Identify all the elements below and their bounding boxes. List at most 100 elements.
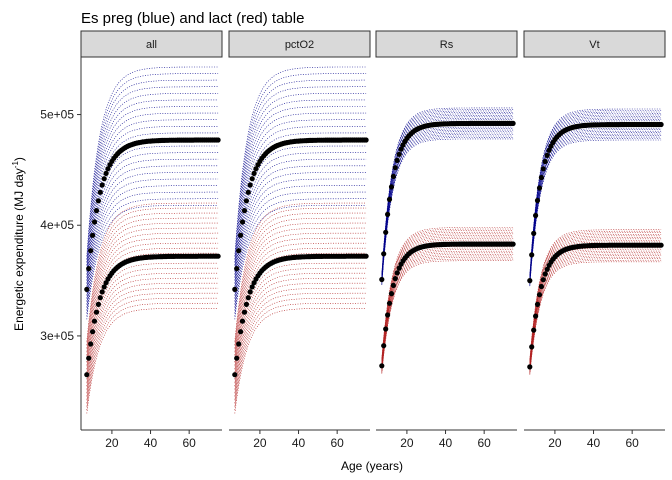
band-line-lact — [86, 222, 219, 356]
band-line-lact — [529, 256, 662, 373]
band-line-preg — [86, 172, 219, 305]
band-line-preg — [86, 132, 219, 287]
data-point-preg — [105, 166, 111, 172]
facet-strip — [375, 30, 518, 58]
band-line-preg — [86, 79, 219, 263]
data-point-lact — [529, 344, 535, 350]
band-line-lact — [381, 257, 514, 373]
y-tick-label: 3e+05 — [40, 329, 74, 343]
data-point-lact — [392, 276, 398, 282]
data-point-preg — [538, 174, 545, 181]
data-point-preg — [84, 286, 90, 292]
chart-title: Es preg (blue) and lact (red) table — [81, 10, 304, 27]
band-line-preg — [381, 112, 514, 276]
data-point-lact — [91, 318, 98, 324]
data-point-lact — [385, 312, 391, 318]
band-line-preg — [381, 107, 514, 274]
band-line-lact — [381, 228, 514, 359]
data-point-preg — [253, 166, 259, 172]
band-line-lact — [234, 227, 367, 359]
band-line-lact — [86, 212, 219, 349]
data-point-lact — [215, 253, 221, 259]
data-point-lact — [239, 318, 246, 324]
band-line-lact — [234, 217, 367, 352]
data-point-lact — [97, 295, 103, 301]
data-point-preg — [544, 152, 550, 158]
data-points — [527, 121, 664, 370]
band-line-preg — [529, 135, 662, 285]
band-line-preg — [86, 139, 219, 290]
band-line-lact — [529, 261, 662, 375]
data-point-preg — [86, 266, 92, 272]
data-point-lact — [388, 291, 395, 297]
data-point-lact — [390, 282, 396, 288]
band-line-preg — [234, 165, 367, 302]
data-point-lact — [241, 309, 248, 315]
data-point-preg — [385, 211, 391, 217]
band-line-preg — [381, 110, 514, 276]
data-point-preg — [533, 212, 539, 219]
data-point-lact — [243, 301, 249, 307]
band-line-preg — [381, 132, 514, 283]
data-point-lact — [363, 253, 369, 259]
band-line-preg — [86, 106, 219, 275]
facet-strip-label: Rs — [440, 39, 454, 51]
band-line-lact — [381, 239, 514, 365]
band-line-preg — [529, 110, 662, 276]
band-line-lact — [529, 250, 662, 370]
band-line-lact — [86, 292, 219, 404]
band-line-lact — [234, 207, 367, 345]
band-line-lact — [86, 287, 219, 400]
band-line-lact — [86, 297, 219, 407]
band-line-preg — [234, 93, 367, 269]
band-line-preg — [86, 93, 219, 269]
facet-panel-Vt: Vt 20 40 60 — [523, 30, 666, 450]
band-line-lact — [529, 240, 662, 365]
data-point-lact — [540, 277, 546, 283]
data-point-preg — [658, 121, 664, 128]
band-line-lact — [234, 292, 367, 404]
band-line-lact — [86, 272, 219, 390]
band-line-lact — [234, 272, 367, 390]
band-line-lact — [381, 255, 514, 372]
band-line-preg — [86, 158, 219, 299]
band-line-lact — [529, 238, 662, 364]
facet-strip-label: Vt — [589, 39, 599, 51]
band-line-lact — [234, 302, 367, 411]
data-point-lact — [88, 341, 94, 347]
x-tick-label: 20 — [548, 436, 562, 450]
band-line-preg — [529, 119, 662, 279]
data-point-lact — [396, 265, 402, 271]
band-line-lact — [381, 235, 514, 362]
data-point-lact — [383, 326, 389, 332]
band-line-preg — [381, 115, 514, 277]
band-line-lact — [381, 260, 514, 374]
band-line-preg — [234, 205, 367, 320]
band-line-preg — [86, 152, 219, 296]
y-tick-label: 5e+05 — [40, 108, 74, 122]
band-line-lact — [234, 212, 367, 349]
band-line-preg — [529, 127, 662, 282]
data-points — [379, 120, 516, 369]
data-point-preg — [529, 252, 535, 258]
band-line-preg — [529, 129, 662, 283]
band-line-preg — [234, 158, 367, 299]
band-line-lact — [86, 252, 219, 376]
band-line-lact — [381, 247, 514, 368]
band-line-preg — [86, 112, 219, 278]
band-line-lact — [381, 231, 514, 361]
band-line-preg — [381, 131, 514, 283]
band-line-preg — [529, 117, 662, 279]
facet-panel-all: all 20 40 60 — [80, 30, 223, 450]
y-axis-title-superscript: -1 — [11, 161, 20, 169]
band-line-lact — [234, 282, 367, 397]
data-point-preg — [234, 266, 240, 272]
facet-strip — [523, 30, 666, 58]
band-line-lact — [234, 232, 367, 363]
band-line-lact — [529, 252, 662, 371]
data-point-lact — [510, 241, 516, 247]
band-line-preg — [529, 130, 662, 284]
band-line-preg — [381, 117, 514, 278]
band-line-preg — [234, 178, 367, 308]
